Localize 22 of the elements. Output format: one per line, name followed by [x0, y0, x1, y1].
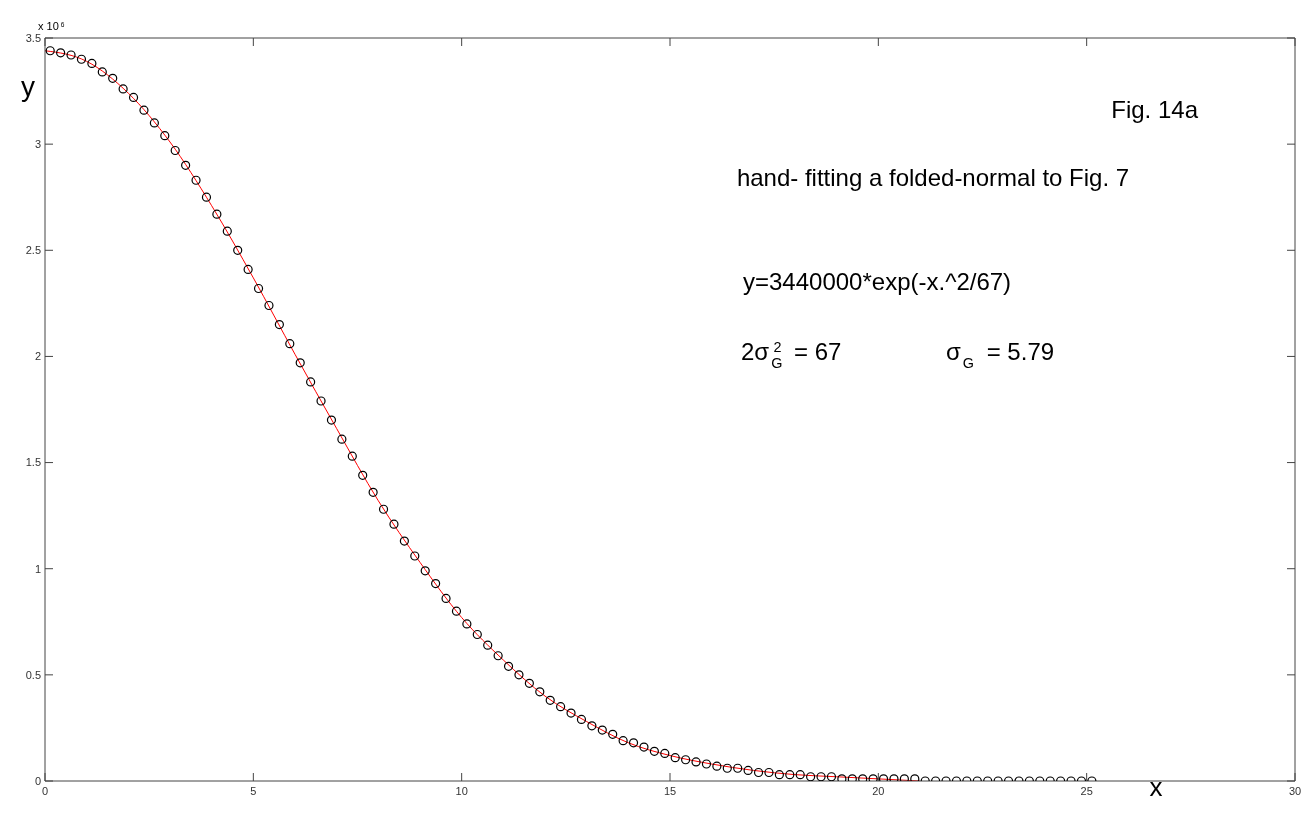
- x-tick-label: 30: [1288, 784, 1302, 797]
- y-axis-title: y: [21, 71, 35, 102]
- x-axis-title: x: [1149, 772, 1163, 802]
- x-tick-label: 5: [250, 784, 257, 797]
- annotation: y=3440000*exp(-x.^2/67): [743, 268, 1012, 295]
- x-tick-label: 25: [1080, 784, 1093, 797]
- y-tick-label: 1.5: [25, 456, 41, 469]
- y-tick-label: 3.5: [25, 31, 41, 44]
- x-tick-label: 15: [663, 784, 677, 797]
- annotation: 2σ$_{G}$$^{2}$ = 67: [741, 338, 842, 371]
- annotation: σ$_{G}$ = 5.79: [946, 338, 1055, 371]
- y-tick-label: 0: [34, 774, 41, 787]
- text: x 10$^{6}$: [38, 20, 65, 32]
- y-tick-label: 2.5: [25, 244, 41, 257]
- y-tick-label: 0.5: [25, 668, 41, 681]
- annotation: Fig. 14a: [1111, 96, 1199, 123]
- y-tick-label: 2: [34, 350, 41, 363]
- x-tick-label: 20: [872, 784, 885, 797]
- annotation: hand- fitting a folded-normal to Fig. 7: [736, 164, 1130, 191]
- y-tick-label: 1: [34, 562, 41, 575]
- x-tick-label: 10: [455, 784, 468, 797]
- y-tick-label: 3: [34, 138, 41, 151]
